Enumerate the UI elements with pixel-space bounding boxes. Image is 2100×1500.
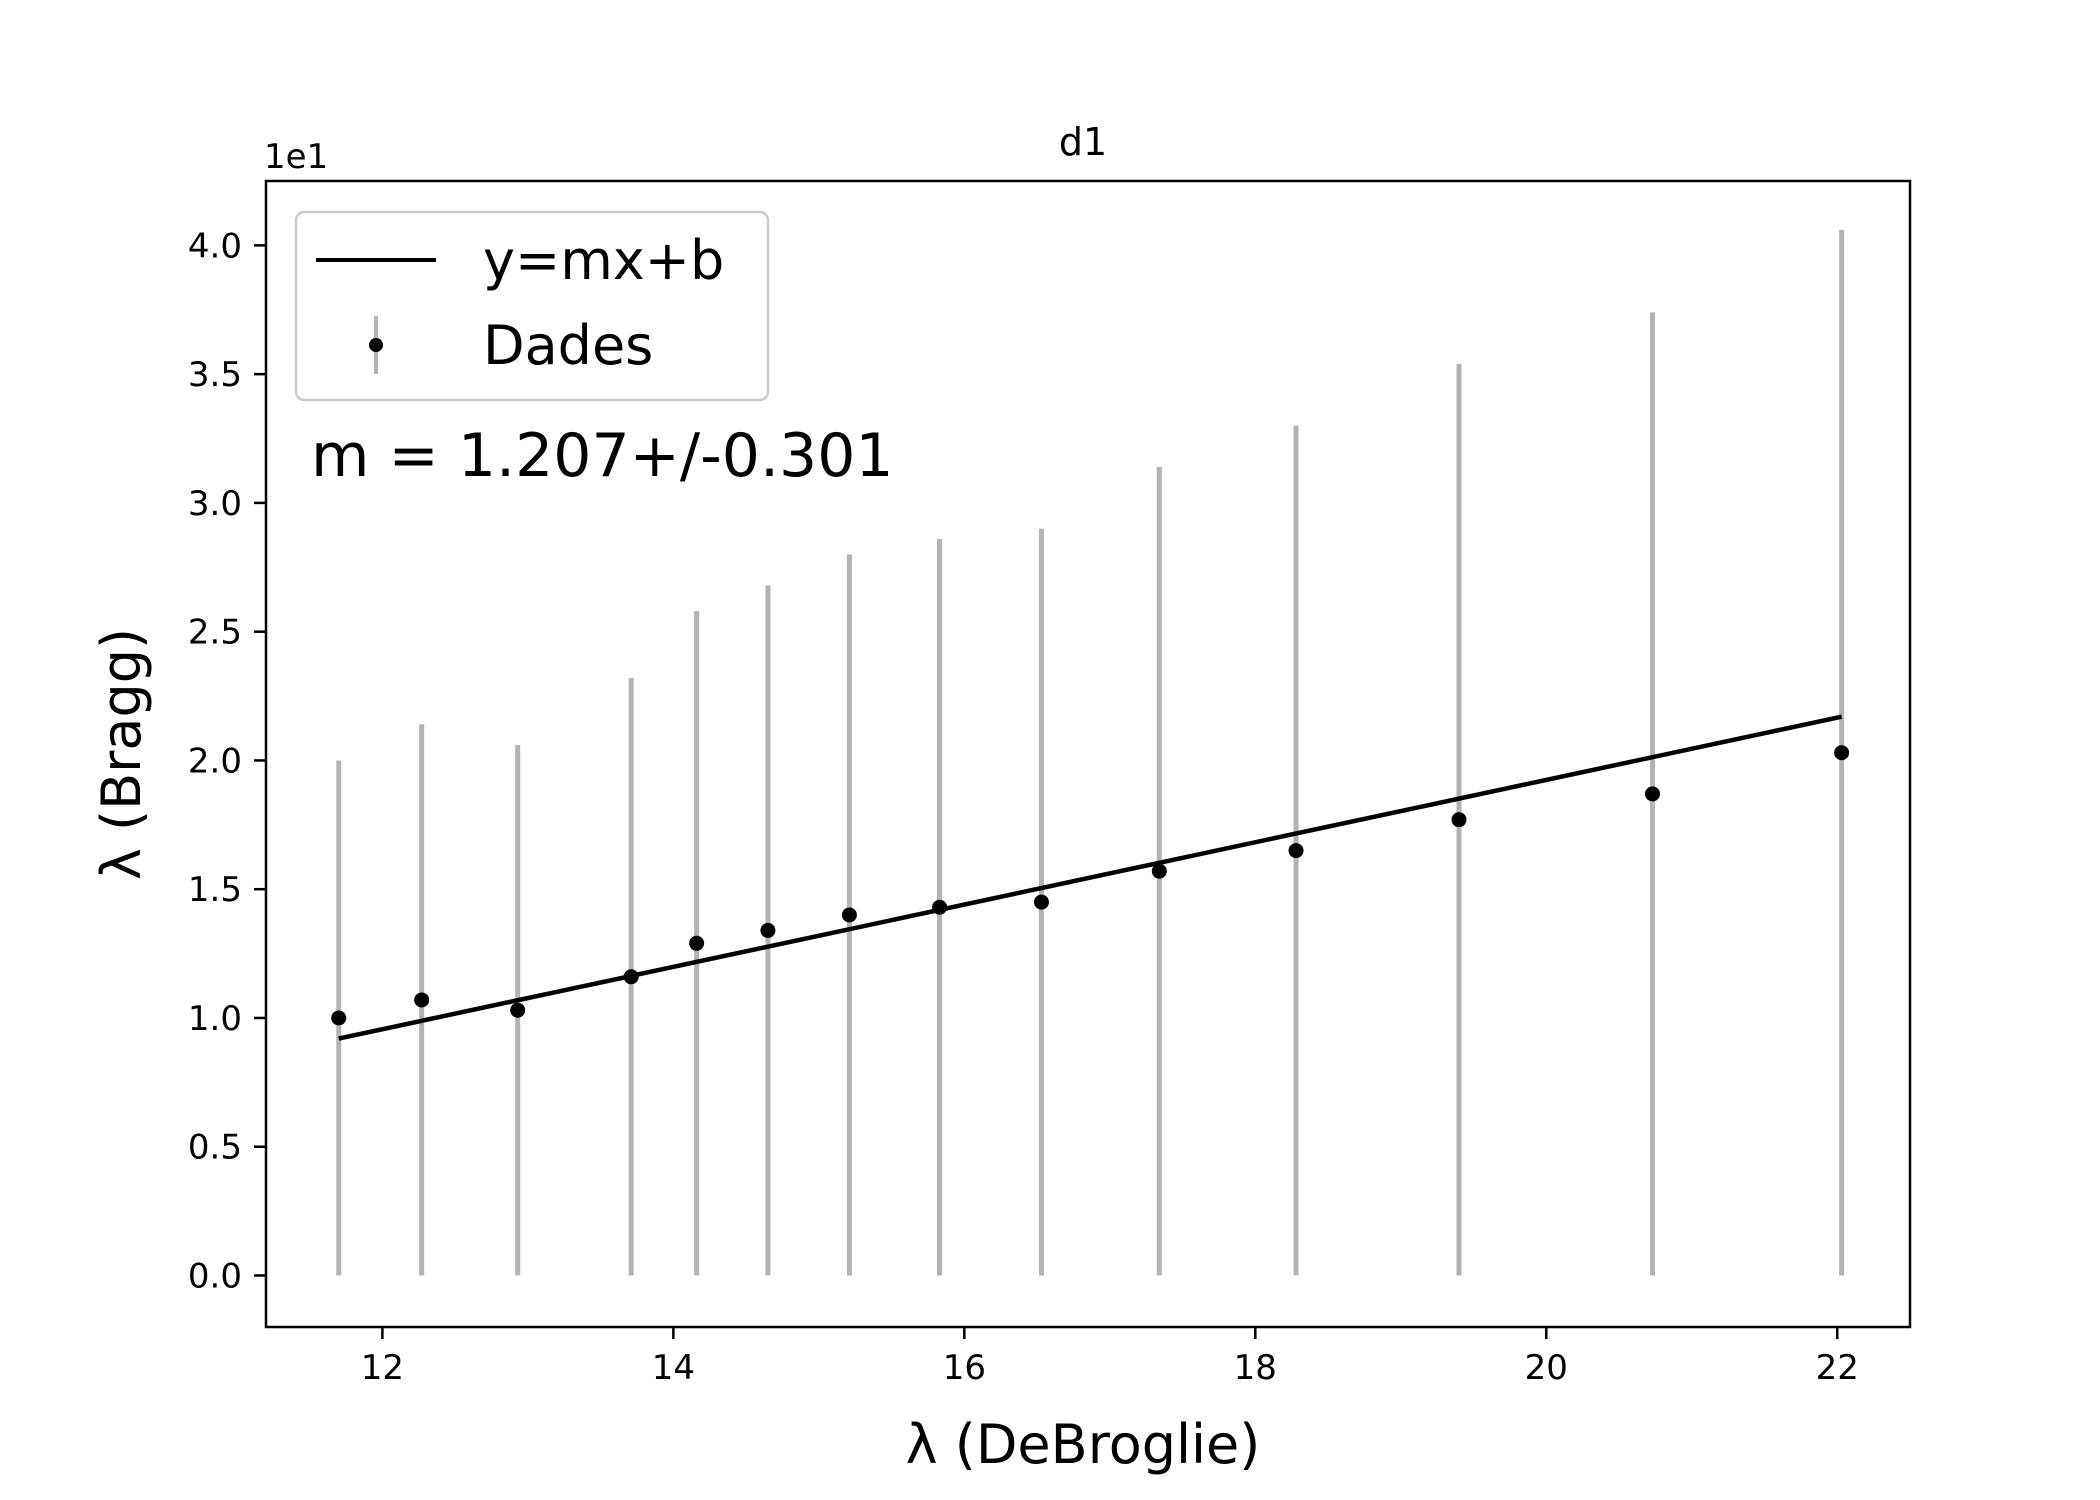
y-offset-label: 1e1	[264, 137, 328, 177]
x-tick-label: 12	[361, 1348, 404, 1388]
data-point-5	[760, 922, 776, 938]
data-point-10	[1288, 843, 1304, 859]
y-tick-label: 1.5	[188, 870, 242, 910]
y-tick-label: 3.0	[188, 484, 242, 524]
y-tick-label: 3.5	[188, 355, 242, 395]
y-tick-label: 4.0	[188, 226, 242, 266]
legend: y=mx+b Dades	[294, 210, 770, 402]
y-tick-label: 0.5	[188, 1128, 242, 1168]
data-point-11	[1451, 812, 1467, 828]
data-point-3	[623, 969, 639, 985]
data-point-8	[1033, 894, 1049, 910]
y-tick-label: 1.0	[188, 999, 242, 1039]
legend-label-points: Dades	[483, 314, 653, 377]
x-tick-label: 18	[1234, 1348, 1277, 1388]
data-point-6	[841, 907, 857, 923]
legend-point-marker	[369, 338, 383, 352]
data-point-13	[1834, 745, 1850, 761]
slope-annotation: m = 1.207+/-0.301	[311, 421, 894, 491]
x-tick-label: 20	[1525, 1348, 1568, 1388]
data-point-9	[1151, 863, 1167, 879]
x-axis: 12 14 16 18 20 22	[361, 1327, 1859, 1388]
y-axis-label: λ (Bragg)	[90, 628, 153, 880]
y-tick-label: 0.0	[188, 1256, 242, 1296]
y-tick-label: 2.5	[188, 613, 242, 653]
data-point-12	[1644, 786, 1660, 802]
data-point-0	[331, 1010, 347, 1026]
y-tick-label: 2.0	[188, 741, 242, 781]
x-tick-label: 14	[652, 1348, 695, 1388]
data-point-2	[510, 1002, 526, 1018]
data-point-7	[932, 899, 948, 915]
data-point-1	[414, 992, 430, 1008]
x-tick-label: 22	[1816, 1348, 1859, 1388]
x-axis-label: λ (DeBroglie)	[906, 1413, 1261, 1476]
legend-label-line: y=mx+b	[483, 229, 724, 292]
data-point-4	[689, 935, 705, 951]
plot-frame	[264, 179, 1912, 1329]
x-tick-label: 16	[943, 1348, 986, 1388]
chart-title: d1	[1059, 120, 1107, 164]
fit-line	[338, 714, 1843, 1041]
plot-layer	[331, 229, 1850, 1276]
y-axis: 0.0 0.5 1.0 1.5 2.0 2.5 3.0 3.5 4.0	[188, 226, 266, 1296]
